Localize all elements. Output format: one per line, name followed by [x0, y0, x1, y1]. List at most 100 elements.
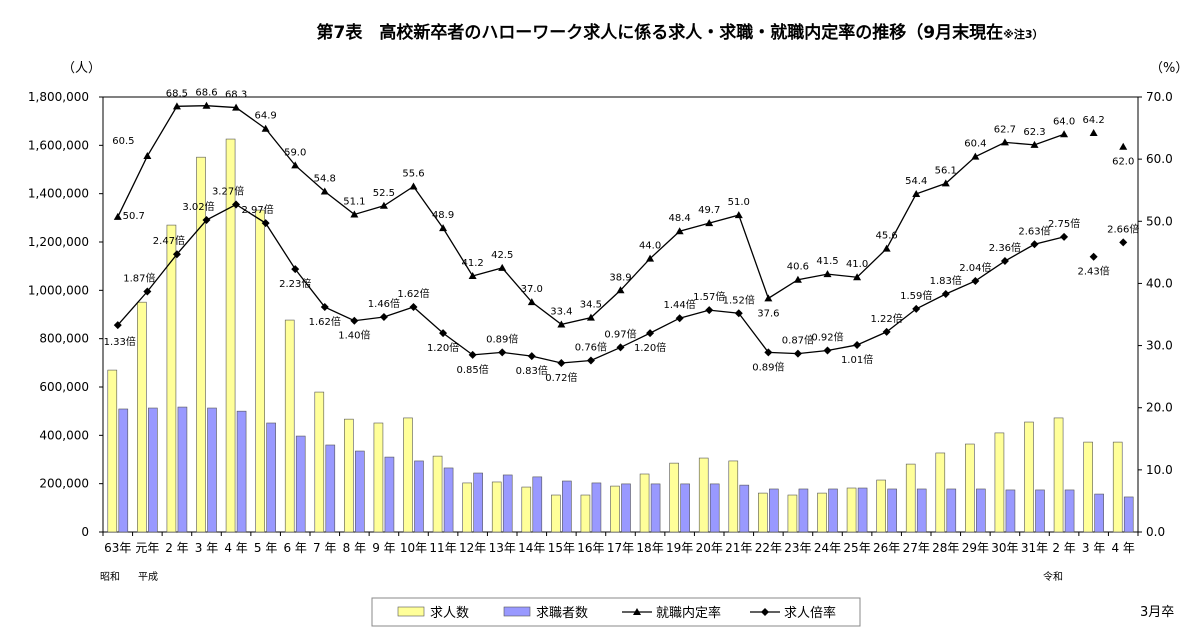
x-tick-label: 12年	[459, 541, 486, 555]
x-tick-label: 27年	[903, 541, 930, 555]
legend-swatch-kyujinsu	[397, 606, 425, 617]
bar-kyujinsu	[255, 209, 265, 533]
label-kyujin-bairitsu: 1.40倍	[338, 329, 370, 342]
label-naitei-rate: 54.4	[905, 176, 927, 187]
marker-diamond	[675, 314, 684, 323]
marker-diamond	[1119, 238, 1128, 247]
label-kyujin-bairitsu: 1.52倍	[723, 293, 755, 306]
x-tick-label: 3 年	[195, 541, 218, 555]
marker-diamond	[912, 304, 921, 313]
marker-diamond	[1089, 252, 1098, 261]
label-kyujin-bairitsu: 1.22倍	[871, 312, 903, 325]
label-naitei-rate: 68.3	[225, 90, 247, 101]
label-kyujin-bairitsu: 2.36倍	[989, 241, 1021, 254]
label-naitei-rate: 52.5	[373, 188, 395, 199]
x-tick-label: 4 年	[224, 541, 247, 555]
bar-kyujinsu	[344, 418, 354, 533]
marker-diamond	[261, 219, 270, 228]
bar-kyujinsu	[965, 443, 975, 533]
marker-diamond	[291, 265, 300, 274]
label-kyujin-bairitsu: 1.62倍	[309, 315, 341, 328]
label-naitei-rate: 64.2	[1083, 115, 1105, 126]
y-right-tick-label: 60.0	[1146, 152, 1173, 166]
bar-kyujinsu	[728, 460, 739, 533]
marker-triangle	[1030, 140, 1039, 148]
bar-kyujinsu	[994, 432, 1005, 533]
x-tick-label: 63年	[104, 541, 131, 555]
x-tick-label: 28年	[932, 541, 959, 555]
y-right-tick-label: 20.0	[1146, 401, 1173, 415]
x-tick-label: 23年	[784, 541, 811, 555]
y-right-tick-label: 0.0	[1146, 525, 1165, 539]
marker-triangle	[793, 275, 802, 283]
label-kyujin-bairitsu: 2.04倍	[959, 261, 991, 274]
label-naitei-rate: 41.2	[462, 258, 484, 269]
label-naitei-rate: 55.6	[402, 168, 424, 179]
bar-kyujinsu	[491, 481, 502, 533]
x-tick-label: 24年	[814, 541, 841, 555]
label-kyujin-bairitsu: 2.66倍	[1107, 222, 1139, 235]
y-left-tick-label: 0	[81, 525, 89, 539]
x-tick-label: 5 年	[254, 541, 277, 555]
marker-triangle	[882, 244, 891, 252]
label-naitei-rate: 42.5	[491, 250, 513, 261]
bar-kyujinsu	[1024, 421, 1034, 533]
bar-kyushokushasu	[1123, 496, 1134, 533]
bar-kyushokushasu	[148, 407, 158, 533]
bar-kyushokushasu	[414, 460, 424, 533]
label-naitei-rate: 45.6	[876, 231, 898, 242]
x-tick-label: 19年	[666, 541, 693, 555]
x-tick-label: 8 年	[343, 541, 366, 555]
bar-kyushokushasu	[325, 444, 336, 533]
label-naitei-rate: 60.5	[112, 136, 134, 147]
bar-kyushokushasu	[384, 456, 395, 533]
bar-kyujinsu	[107, 369, 118, 533]
bar-kyushokushasu	[207, 407, 217, 533]
y-left-tick-label: 800,000	[39, 332, 89, 346]
bar-kyushokushasu	[443, 467, 454, 533]
marker-diamond	[498, 348, 507, 357]
era-label-heisei: 平成	[138, 571, 158, 583]
bar-kyujinsu	[669, 462, 679, 533]
marker-triangle	[1119, 142, 1128, 150]
label-kyujin-bairitsu: 3.02倍	[182, 200, 214, 213]
label-naitei-rate: 68.5	[166, 88, 188, 99]
bar-kyujinsu	[1083, 441, 1093, 533]
bar-kyushokushasu	[1064, 489, 1075, 533]
label-kyujin-bairitsu: 1.01倍	[841, 353, 873, 366]
chart-title: 第7表 高校新卒者のハローワーク求人に係る求人・求職・就職内定率の推移（9月末現…	[0, 18, 1199, 43]
y-right-tick-label: 40.0	[1146, 276, 1173, 290]
label-kyujin-bairitsu: 0.97倍	[604, 327, 636, 340]
legend-label-naitei: 就職内定率	[656, 605, 721, 621]
bar-kyushokushasu	[709, 483, 720, 533]
marker-diamond	[1000, 257, 1009, 266]
marker-diamond	[941, 289, 950, 298]
marker-diamond	[616, 343, 625, 352]
bar-kyushokushasu	[916, 488, 927, 533]
bar-kyujinsu	[462, 482, 472, 533]
marker-diamond	[350, 316, 359, 325]
bar-kyujinsu	[698, 457, 709, 533]
marker-triangle	[379, 201, 388, 209]
x-tick-label: 4 年	[1111, 541, 1134, 555]
label-naitei-rate: 48.4	[669, 213, 691, 224]
y-right-tick-label: 70.0	[1146, 90, 1173, 104]
bar-kyujinsu	[905, 463, 916, 533]
bar-kyushokushasu	[562, 480, 572, 533]
marker-triangle	[941, 179, 950, 187]
bar-kyushokushasu	[355, 450, 365, 533]
bar-kyujinsu	[314, 391, 325, 533]
bar-kyujinsu	[817, 492, 827, 533]
bar-kyujinsu	[1053, 417, 1064, 533]
label-naitei-rate: 62.3	[1023, 127, 1045, 138]
label-naitei-rate: 41.5	[816, 256, 838, 267]
bar-kyujinsu	[551, 494, 561, 533]
marker-diamond	[734, 309, 743, 318]
marker-triangle	[557, 320, 566, 328]
legend-triangle-icon	[633, 608, 641, 615]
marker-triangle	[320, 187, 329, 195]
y-right-unit: （%）	[1150, 61, 1188, 76]
bar-kyushokushasu	[473, 472, 483, 533]
marker-triangle	[1089, 129, 1098, 137]
x-tick-label: 16年	[577, 541, 604, 555]
